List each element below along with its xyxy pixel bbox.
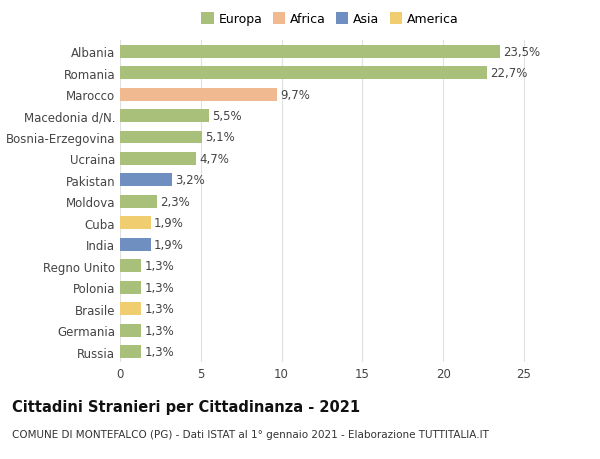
Text: 9,7%: 9,7% <box>280 89 310 101</box>
Bar <box>120 89 277 101</box>
Bar <box>120 67 487 80</box>
Text: Cittadini Stranieri per Cittadinanza - 2021: Cittadini Stranieri per Cittadinanza - 2… <box>12 399 360 414</box>
Text: 1,9%: 1,9% <box>154 238 184 251</box>
Text: 4,7%: 4,7% <box>199 153 229 166</box>
Text: 5,5%: 5,5% <box>212 110 242 123</box>
Text: 2,3%: 2,3% <box>160 196 190 208</box>
Text: 1,3%: 1,3% <box>144 281 174 294</box>
Text: 1,3%: 1,3% <box>144 302 174 315</box>
Bar <box>120 302 141 315</box>
Bar <box>120 324 141 337</box>
Bar <box>120 238 151 251</box>
Bar <box>120 260 141 273</box>
Text: COMUNE DI MONTEFALCO (PG) - Dati ISTAT al 1° gennaio 2021 - Elaborazione TUTTITA: COMUNE DI MONTEFALCO (PG) - Dati ISTAT a… <box>12 429 489 439</box>
Bar <box>120 196 157 208</box>
Bar <box>120 346 141 358</box>
Bar <box>120 153 196 166</box>
Bar <box>120 131 202 144</box>
Text: 1,9%: 1,9% <box>154 217 184 230</box>
Bar <box>120 217 151 230</box>
Text: 1,3%: 1,3% <box>144 324 174 337</box>
Text: 1,3%: 1,3% <box>144 260 174 273</box>
Legend: Europa, Africa, Asia, America: Europa, Africa, Asia, America <box>199 11 461 28</box>
Text: 1,3%: 1,3% <box>144 346 174 358</box>
Text: 5,1%: 5,1% <box>206 131 235 144</box>
Bar <box>120 110 209 123</box>
Text: 23,5%: 23,5% <box>503 45 540 58</box>
Text: 22,7%: 22,7% <box>490 67 527 80</box>
Text: 3,2%: 3,2% <box>175 174 205 187</box>
Bar <box>120 45 500 58</box>
Bar <box>120 174 172 187</box>
Bar <box>120 281 141 294</box>
